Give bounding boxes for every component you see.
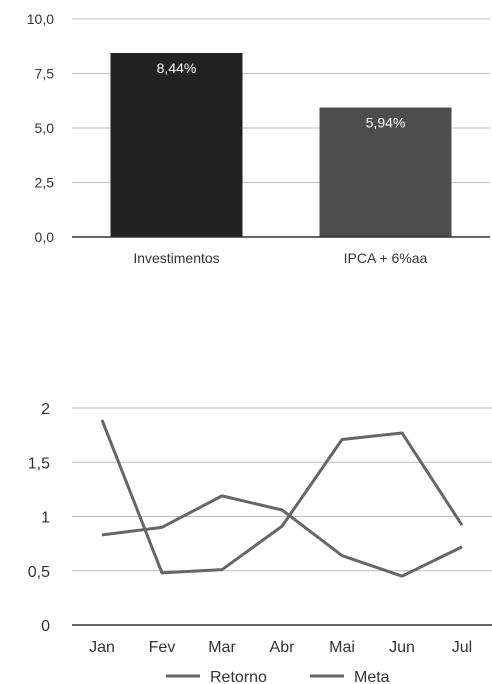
line-y-tick-label: 0 <box>41 618 50 635</box>
bar-y-tick-label: 0,0 <box>35 229 55 245</box>
bar-category-label: IPCA + 6%aa <box>344 250 428 266</box>
line-x-tick-label: Fev <box>149 639 176 656</box>
bar-category-label: Investimentos <box>133 250 219 266</box>
legend-label-meta: Meta <box>354 669 390 684</box>
line-x-tick-label: Jun <box>389 639 415 656</box>
bar-data-label: 8,44% <box>157 60 197 76</box>
bar-y-tick-label: 5,0 <box>35 120 55 136</box>
line-y-tick-label: 1 <box>41 510 50 527</box>
line-chart-gridlines <box>72 407 492 572</box>
line-x-tick-label: Jul <box>452 639 472 656</box>
line-x-tick-label: Abr <box>270 639 296 656</box>
line-chart-y-axis: 0 0,5 1 1,5 2 <box>28 401 50 635</box>
legend-label-retorno: Retorno <box>210 669 267 684</box>
bar-y-tick-label: 2,5 <box>35 175 55 191</box>
bar-ipca <box>319 107 452 238</box>
bar-chart-data-labels: 8,44% 5,94% <box>157 60 406 130</box>
bar-investimentos <box>110 53 243 238</box>
bar-chart-y-axis: 0,0 2,5 5,0 7,5 10,0 <box>27 11 54 245</box>
bar-data-label: 5,94% <box>366 115 406 131</box>
bar-chart-bars <box>110 53 452 238</box>
bar-y-tick-label: 10,0 <box>27 11 54 27</box>
bar-chart-x-axis: Investimentos IPCA + 6%aa <box>133 250 427 266</box>
bar-y-tick-label: 7,5 <box>35 66 55 82</box>
bar-chart: 0,0 2,5 5,0 7,5 10,0 8,44% 5,94% Investi… <box>27 11 490 266</box>
line-y-tick-label: 0,5 <box>28 564 50 581</box>
line-x-tick-label: Mar <box>208 639 236 656</box>
line-x-tick-label: Jan <box>89 639 115 656</box>
series-line-retorno <box>100 419 464 575</box>
line-chart: 0 0,5 1 1,5 2 Jan Fev Mar Abr Mai Jun Ju… <box>28 401 492 684</box>
line-chart-x-axis: Jan Fev Mar Abr Mai Jun Jul <box>89 639 472 656</box>
line-y-tick-label: 1,5 <box>28 455 50 472</box>
series-line-meta <box>101 494 463 578</box>
legend: Retorno Meta <box>166 669 390 684</box>
line-x-tick-label: Mai <box>329 639 355 656</box>
line-y-tick-label: 2 <box>41 401 50 418</box>
